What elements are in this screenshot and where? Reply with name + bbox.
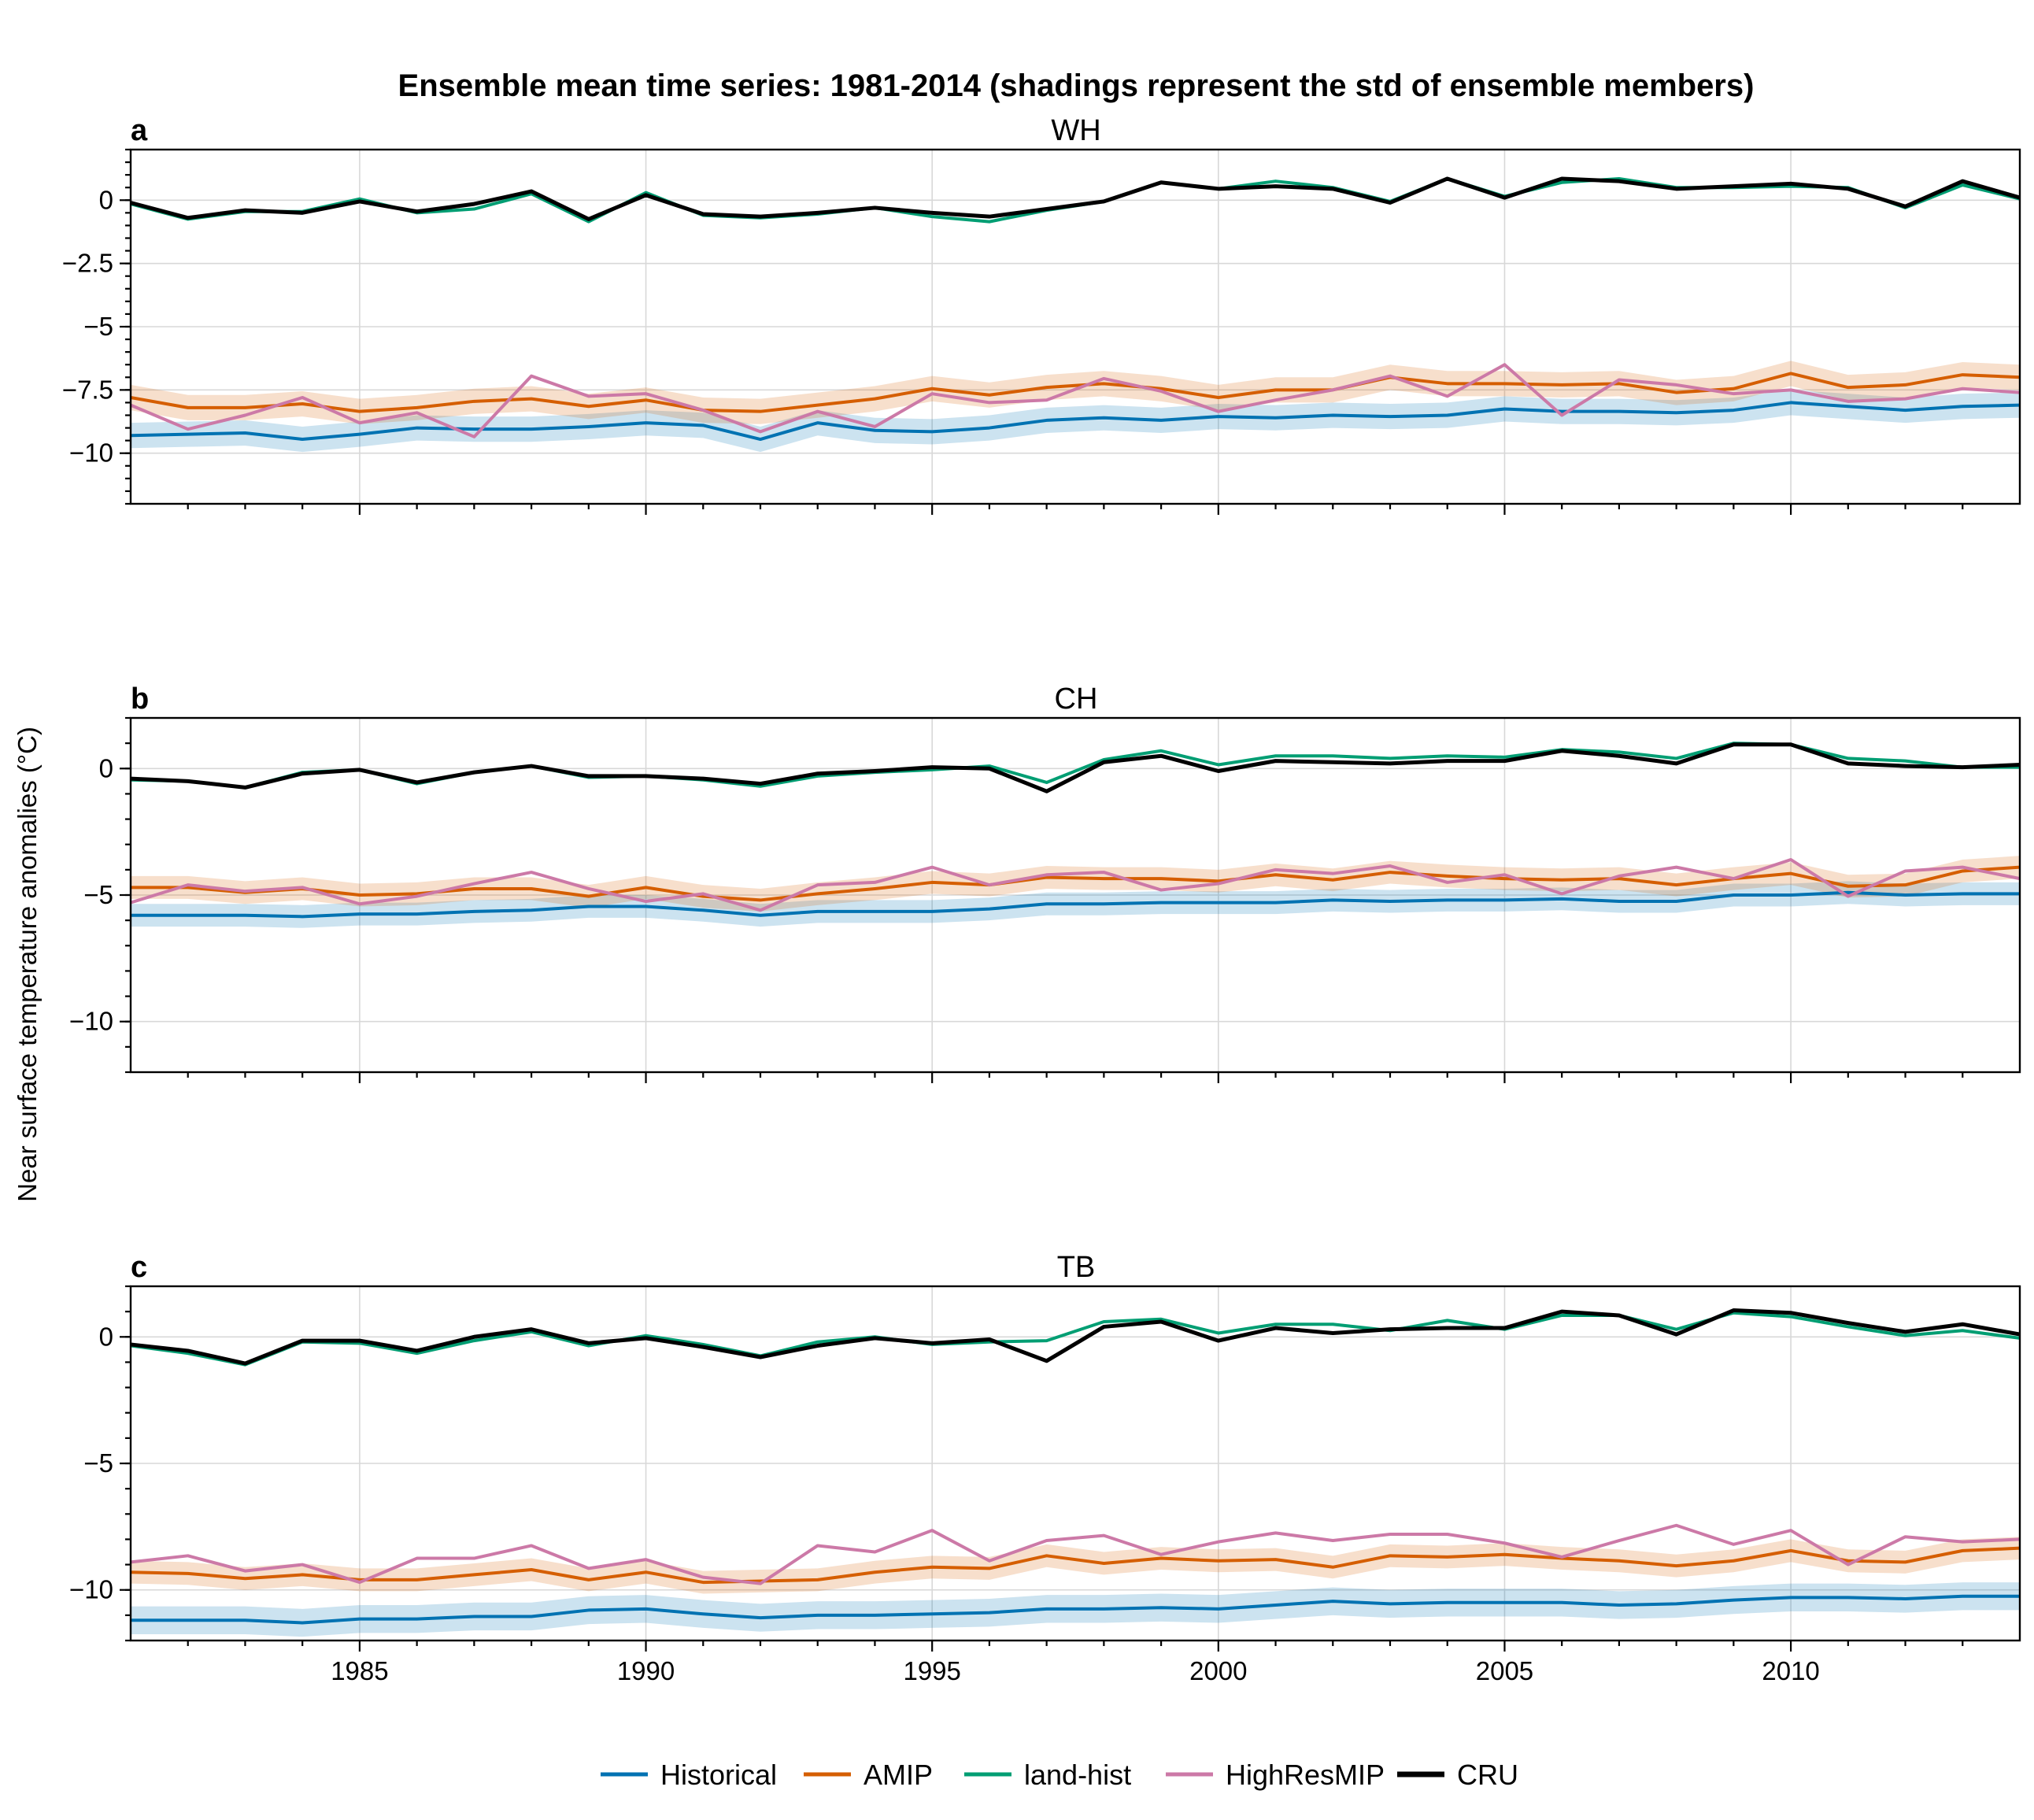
- x-tick-label: 2010: [1762, 1656, 1819, 1685]
- y-tick-label: −5: [83, 312, 113, 341]
- panel-plot-area: 0 −5 −10 1985 1990 1995 2000 2005 2010: [69, 1285, 2021, 1685]
- panel-title: WH: [1051, 114, 1100, 147]
- y-tick-label: 0: [99, 753, 113, 782]
- y-tick-label: 0: [99, 1322, 113, 1351]
- legend-label-land-hist: land-hist: [1024, 1759, 1131, 1791]
- series-line-historical: [130, 401, 2021, 442]
- x-tick-label: 2005: [1476, 1656, 1533, 1685]
- std-band-amip: [131, 361, 2020, 424]
- std-band-historical: [131, 390, 2020, 453]
- panel-letter: c: [131, 1251, 147, 1284]
- chart-title: Ensemble mean time series: 1981-2014 (sh…: [398, 68, 1755, 103]
- y-tick-label: −5: [83, 1448, 113, 1478]
- y-tick-label: −10: [69, 1007, 113, 1036]
- panel-b: b CH 0 −5 −10: [69, 682, 2021, 1083]
- series-line-historical: [131, 1594, 2020, 1625]
- y-tick-label: −10: [69, 1575, 113, 1604]
- x-tick-label: 1985: [331, 1656, 388, 1685]
- y-tick-label: 0: [99, 185, 113, 214]
- legend-label-cru: CRU: [1457, 1759, 1518, 1791]
- legend-label-highresmip: HighResMIP: [1226, 1759, 1385, 1791]
- panel-letter: b: [131, 682, 149, 716]
- panel-a: a WH 0 −2.5 −5 −7.5 −10: [62, 114, 2021, 515]
- panel-plot-area: 0 −2.5 −5 −7.5 −10: [62, 148, 2021, 515]
- series-line-land-hist: [130, 1311, 2021, 1367]
- series-line-cru: [130, 742, 2021, 793]
- std-band-amip: [131, 856, 2020, 912]
- panel-title: CH: [1055, 682, 1098, 716]
- panel-c: c TB 0 −5 −10 1985 1990 1995 2000 2005 2010: [69, 1251, 2021, 1685]
- std-band-amip: [131, 1537, 2020, 1594]
- y-tick-label: −7.5: [62, 375, 113, 404]
- series-line-highresmip: [130, 363, 2021, 438]
- y-tick-label: −2.5: [62, 249, 113, 278]
- series-line-amip: [130, 1546, 2021, 1585]
- series-line-highresmip: [130, 1523, 2021, 1585]
- series-line-highresmip: [130, 858, 2021, 912]
- legend-label-historical: Historical: [660, 1759, 777, 1791]
- legend-label-amip: AMIP: [864, 1759, 933, 1791]
- x-tick-label: 2000: [1189, 1656, 1247, 1685]
- series-line-cru: [130, 176, 2021, 221]
- panel-title: TB: [1057, 1251, 1096, 1284]
- panel-plot-area: 0 −5 −10: [69, 716, 2021, 1083]
- y-tick-label: −5: [83, 880, 113, 909]
- x-tick-label: 1990: [617, 1656, 675, 1685]
- legend: Historical AMIP land-hist HighResMIP CRU: [601, 1759, 1518, 1791]
- series-line-historical: [131, 890, 2020, 919]
- x-tick-label: 1995: [903, 1656, 960, 1685]
- panel-letter: a: [131, 114, 148, 147]
- y-tick-label: −10: [69, 438, 113, 468]
- y-axis-label: Near surface temperature anomalies (°C): [13, 727, 42, 1202]
- series-line-cru: [130, 1308, 2021, 1366]
